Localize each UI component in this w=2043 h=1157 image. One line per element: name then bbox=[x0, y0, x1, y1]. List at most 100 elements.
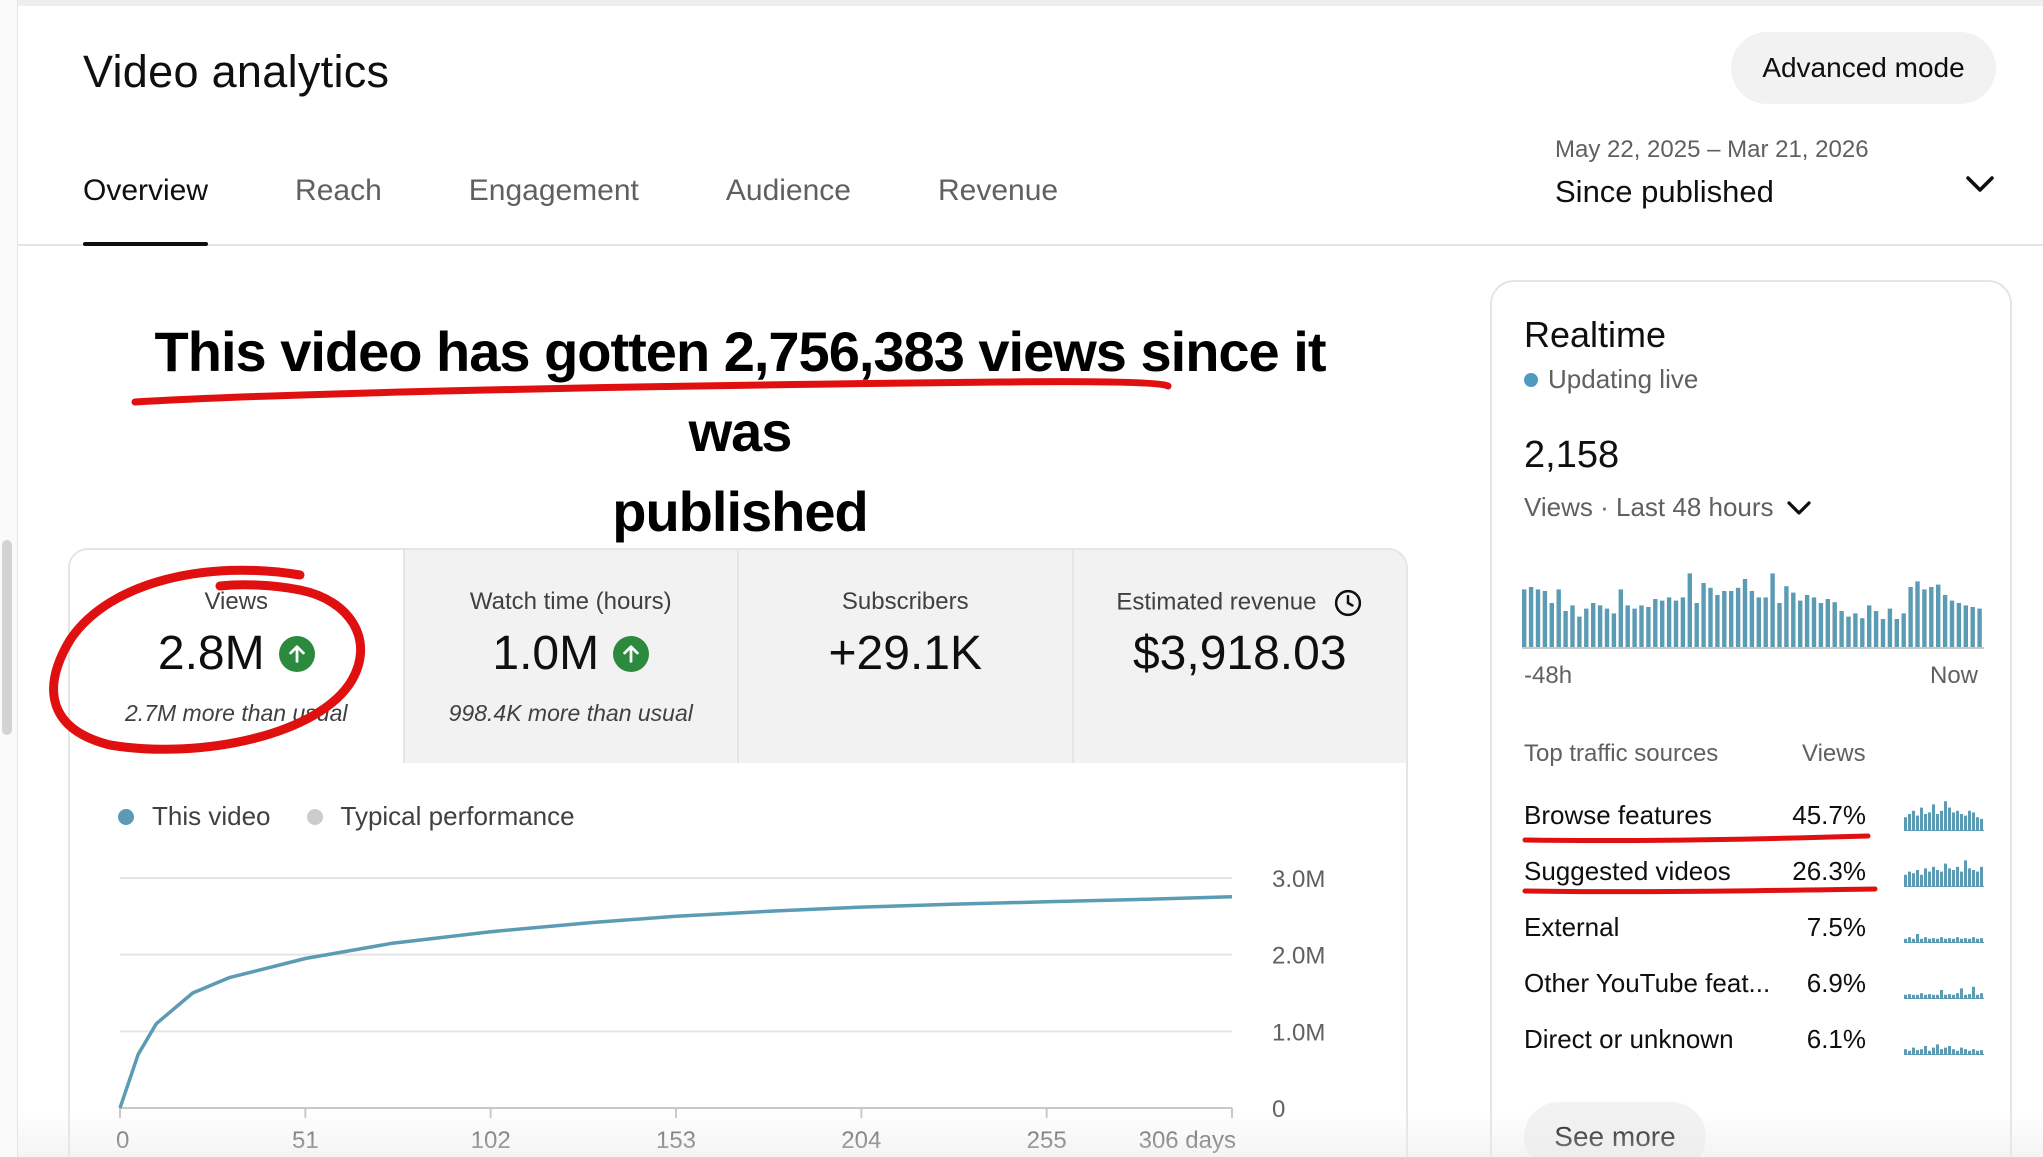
realtime-bar bbox=[1715, 595, 1720, 647]
spark-bar bbox=[1972, 986, 1975, 998]
spark-bar bbox=[1924, 868, 1927, 886]
spark-bar bbox=[1964, 994, 1967, 998]
traffic-source-row[interactable]: Other YouTube feat... 6.9% bbox=[1524, 968, 1984, 1008]
traffic-sparkline bbox=[1904, 801, 1984, 831]
chevron-down-icon[interactable] bbox=[1784, 493, 1814, 523]
realtime-bar bbox=[1839, 611, 1844, 647]
realtime-bar-chart[interactable] bbox=[1522, 567, 1984, 657]
traffic-source-row[interactable]: Direct or unknown 6.1% bbox=[1524, 1024, 1984, 1064]
this-video-line[interactable] bbox=[118, 894, 1233, 1109]
metric-value-text: 2.8M bbox=[157, 627, 265, 680]
headline-line-2: published bbox=[612, 480, 868, 543]
metric-card-watch-time[interactable]: Watch time (hours) 1.0M 998.4K more than… bbox=[404, 550, 739, 763]
realtime-bar bbox=[1611, 613, 1617, 647]
realtime-bar bbox=[1763, 597, 1768, 647]
tab-audience[interactable]: Audience bbox=[725, 174, 851, 207]
x-tick-label: 153 bbox=[656, 1127, 696, 1154]
tab-revenue[interactable]: Revenue bbox=[938, 174, 1059, 207]
spark-bar bbox=[1924, 1046, 1927, 1054]
spark-bar bbox=[1916, 815, 1919, 830]
traffic-source-pct: 7.5% bbox=[1806, 912, 1866, 942]
spark-bar bbox=[1916, 994, 1919, 998]
realtime-period-selector[interactable]: Views · Last 48 hours bbox=[1524, 492, 1814, 523]
spark-bar bbox=[1912, 810, 1915, 830]
realtime-bar bbox=[1604, 608, 1610, 647]
chart-legend: This video Typical performance bbox=[118, 801, 611, 832]
metric-value-text: $3,918.03 bbox=[1132, 627, 1347, 680]
date-range-label: Since published bbox=[1555, 174, 1774, 209]
metric-card-revenue[interactable]: Estimated revenue $3,918.03 bbox=[1073, 550, 1406, 763]
realtime-bar bbox=[1618, 589, 1623, 647]
spark-bar bbox=[1948, 1046, 1951, 1054]
tab-overview[interactable]: Overview bbox=[83, 174, 209, 246]
legend-dot bbox=[306, 808, 323, 825]
spark-bar bbox=[1924, 937, 1927, 942]
arrow-up-icon bbox=[278, 635, 315, 672]
views-line-chart[interactable]: 3.0M 2.0M 1.0M 0 0 51 102 153 204 255 306 days bbox=[70, 763, 1410, 1157]
realtime-bar bbox=[1853, 613, 1858, 647]
realtime-bar bbox=[1901, 613, 1906, 647]
traffic-views-header: Views bbox=[1802, 740, 1866, 767]
realtime-bar bbox=[1825, 599, 1830, 647]
realtime-bar bbox=[1887, 608, 1893, 647]
tab-reach[interactable]: Reach bbox=[295, 174, 382, 207]
chevron-down-icon[interactable] bbox=[1962, 166, 1998, 202]
traffic-source-row[interactable]: External 7.5% bbox=[1524, 912, 1984, 952]
spark-bar bbox=[1952, 994, 1955, 998]
spark-bar bbox=[1924, 814, 1927, 830]
spark-bar bbox=[1980, 993, 1983, 998]
spark-bar bbox=[1972, 1049, 1975, 1054]
spark-bar bbox=[1916, 1050, 1919, 1054]
spark-bar bbox=[1980, 866, 1983, 886]
metric-card-subscribers[interactable]: Subscribers +29.1K bbox=[739, 550, 1074, 763]
spark-bar bbox=[1928, 1050, 1931, 1054]
traffic-source-row[interactable]: Browse features 45.7% bbox=[1524, 800, 1984, 840]
realtime-bar bbox=[1522, 589, 1527, 647]
traffic-source-name: External bbox=[1524, 912, 1620, 942]
views-chart-card: This video Typical performance 3.0M 2.0M 1… bbox=[68, 763, 1408, 1157]
realtime-bar bbox=[1915, 581, 1920, 647]
realtime-bar bbox=[1549, 603, 1554, 647]
realtime-bar bbox=[1646, 607, 1651, 647]
traffic-source-pct: 26.3% bbox=[1792, 856, 1866, 886]
spark-bar bbox=[1976, 817, 1979, 830]
spark-bar bbox=[1964, 860, 1967, 886]
spark-bar bbox=[1976, 938, 1979, 942]
spark-bar bbox=[1904, 1049, 1907, 1054]
spark-bar bbox=[1964, 815, 1967, 830]
metric-label: Watch time (hours) bbox=[469, 588, 672, 615]
spark-bar bbox=[1972, 937, 1975, 942]
x-tick-label: 204 bbox=[841, 1127, 881, 1154]
realtime-bar bbox=[1528, 587, 1534, 647]
arrow-up-icon bbox=[613, 635, 650, 672]
realtime-axis-end: Now bbox=[1929, 662, 1978, 689]
realtime-bar bbox=[1660, 600, 1665, 647]
realtime-bar bbox=[1970, 607, 1975, 647]
spark-bar bbox=[1944, 863, 1947, 886]
realtime-bar bbox=[1777, 603, 1782, 647]
date-range-picker[interactable]: May 22, 2025 – Mar 21, 2026 Since publis… bbox=[1537, 136, 2007, 226]
realtime-bar bbox=[1963, 605, 1968, 647]
spark-bar bbox=[1952, 938, 1955, 942]
tab-engagement[interactable]: Engagement bbox=[468, 174, 639, 207]
spark-bar bbox=[1976, 1050, 1979, 1054]
spark-bar bbox=[1956, 993, 1959, 998]
advanced-mode-button[interactable]: Advanced mode bbox=[1731, 32, 1996, 104]
realtime-bar bbox=[1894, 619, 1899, 647]
spark-bar bbox=[1912, 994, 1915, 998]
spark-bar bbox=[1932, 938, 1935, 942]
spark-bar bbox=[1920, 807, 1923, 830]
realtime-bar bbox=[1556, 589, 1561, 647]
spark-bar bbox=[1932, 994, 1935, 998]
scrollbar-thumb[interactable] bbox=[2, 540, 12, 735]
traffic-source-name: Suggested videos bbox=[1524, 856, 1731, 886]
realtime-axis-start: -48h bbox=[1524, 662, 1573, 689]
traffic-source-name: Browse features bbox=[1524, 800, 1712, 830]
metric-card-views[interactable]: Views 2.8M 2.7M more than usual bbox=[70, 550, 405, 763]
traffic-source-row[interactable]: Suggested videos 26.3% bbox=[1524, 856, 1984, 896]
spark-bar bbox=[1908, 871, 1911, 886]
see-more-button[interactable]: See more bbox=[1524, 1102, 1706, 1157]
metric-note: 998.4K more than usual bbox=[448, 700, 693, 726]
spark-bar bbox=[1920, 1049, 1923, 1054]
spark-bar bbox=[1972, 870, 1975, 886]
